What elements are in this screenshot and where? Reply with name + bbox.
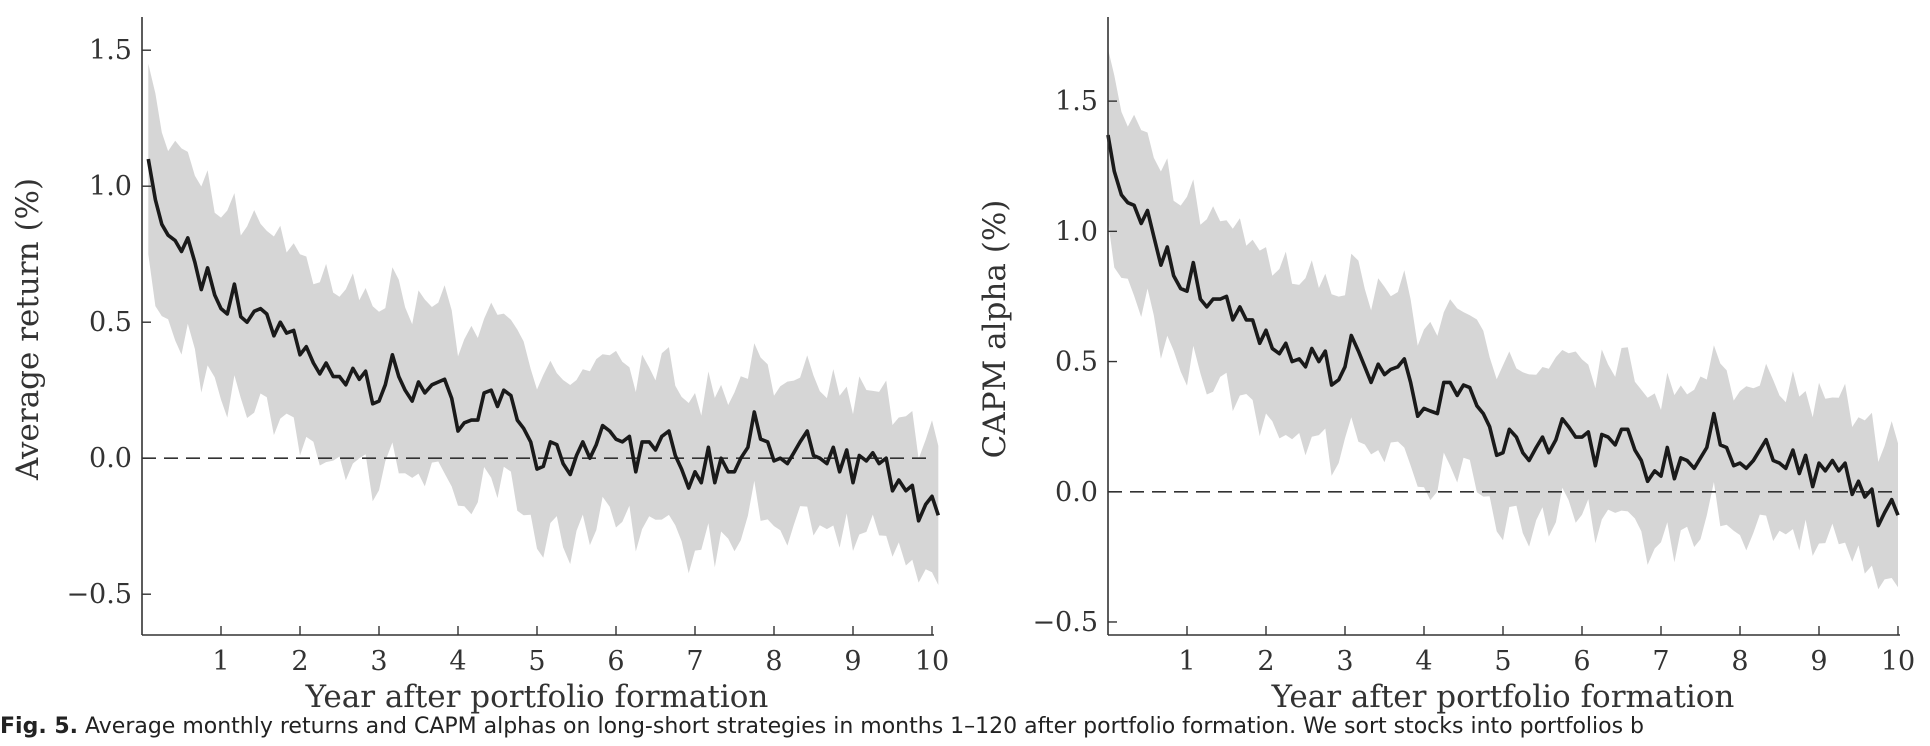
right-chart-capm-alpha: 1 2 3 4 5 6 7 8 9 10 −0.5 0.0 0.5 1.0 1.5 Year after po… bbox=[977, 17, 1915, 715]
series-line bbox=[146, 158, 941, 523]
x-axis-title: Year after portfolio formation bbox=[1271, 679, 1735, 715]
confidence-band bbox=[1108, 49, 1898, 590]
figure-caption: Fig. 5. Average monthly returns and CAPM… bbox=[0, 714, 1930, 746]
x-tick-label: 1 bbox=[212, 646, 229, 677]
x-tick-label: 10 bbox=[915, 646, 949, 677]
x-tick-label: 8 bbox=[765, 646, 782, 677]
x-tick-label: 8 bbox=[1731, 646, 1748, 677]
left-chart-average-return: 1 2 3 4 5 6 7 8 9 10 −0.5 0.0 0.5 1.0 1.5 Year after po… bbox=[10, 17, 949, 715]
x-tick-label: 6 bbox=[607, 646, 624, 677]
x-tick-label: 5 bbox=[528, 646, 545, 677]
y-tick-label: 0.5 bbox=[89, 307, 132, 338]
x-tick-label: 7 bbox=[686, 646, 703, 677]
y-tick-label: −0.5 bbox=[66, 579, 132, 610]
x-tick-label: 5 bbox=[1494, 646, 1511, 677]
x-tick-label: 9 bbox=[1810, 646, 1827, 677]
y-tick-label: 0.5 bbox=[1055, 347, 1098, 378]
y-tick-label: 1.5 bbox=[89, 35, 132, 66]
x-tick-label: 2 bbox=[1257, 646, 1274, 677]
x-tick-label: 9 bbox=[844, 646, 861, 677]
caption-text: Average monthly returns and CAPM alphas … bbox=[85, 714, 1645, 739]
x-tick-label: 7 bbox=[1652, 646, 1669, 677]
x-tick-label: 1 bbox=[1178, 646, 1195, 677]
x-tick-label: 3 bbox=[370, 646, 387, 677]
y-tick-label: 1.0 bbox=[89, 171, 132, 202]
x-tick-label: 6 bbox=[1573, 646, 1590, 677]
caption-label: Fig. 5. bbox=[0, 714, 78, 739]
y-tick-label: 0.0 bbox=[1055, 477, 1098, 508]
y-tick-label: 1.5 bbox=[1055, 86, 1098, 117]
x-axis-title: Year after portfolio formation bbox=[305, 679, 769, 715]
y-axis-title: Average return (%) bbox=[10, 178, 46, 481]
x-tick-label: 10 bbox=[1881, 646, 1915, 677]
y-tick-label: −0.5 bbox=[1032, 607, 1098, 638]
y-axis-title: CAPM alpha (%) bbox=[977, 200, 1013, 459]
x-tick-label: 3 bbox=[1336, 646, 1353, 677]
y-tick-label: 1.0 bbox=[1055, 216, 1098, 247]
x-tick-label: 4 bbox=[1415, 646, 1432, 677]
series-line bbox=[1106, 134, 1900, 528]
y-tick-label: 0.0 bbox=[89, 443, 132, 474]
confidence-band bbox=[148, 63, 939, 586]
x-tick-label: 2 bbox=[291, 646, 308, 677]
x-tick-label: 4 bbox=[449, 646, 466, 677]
